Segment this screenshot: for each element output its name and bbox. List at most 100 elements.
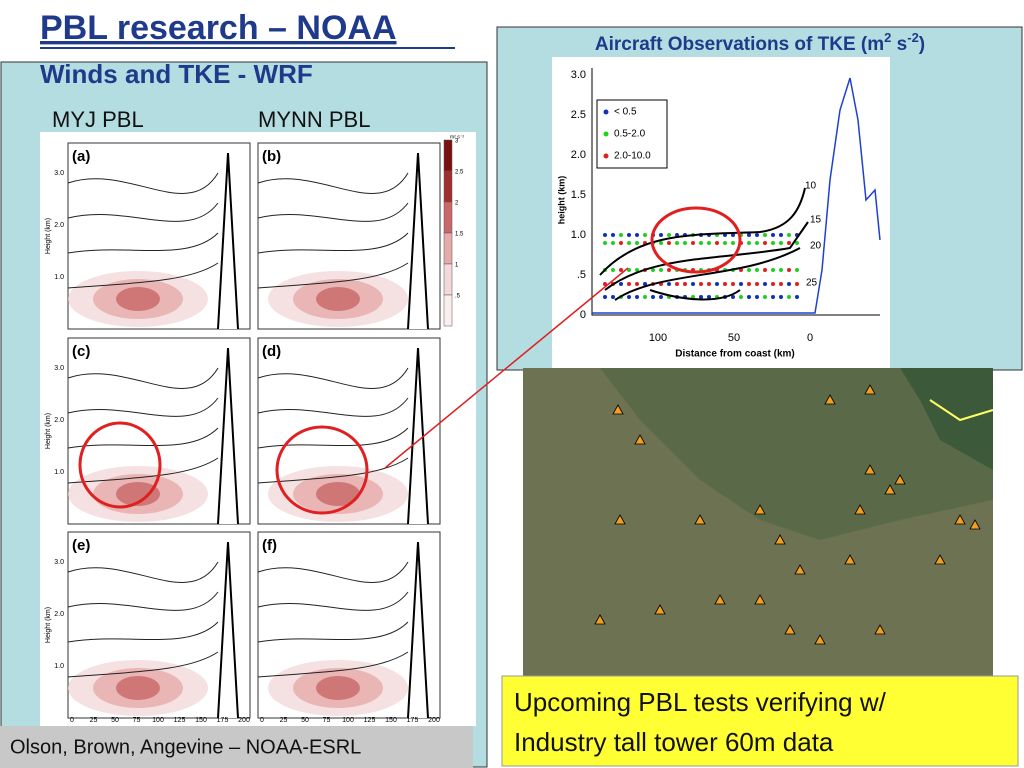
site-marker	[884, 484, 896, 495]
inset-title-text: s	[891, 34, 907, 55]
obs-dot	[675, 241, 679, 245]
tke-shading	[116, 482, 160, 506]
tke-shading	[316, 676, 360, 700]
obs-dot	[619, 233, 623, 237]
obs-dot	[651, 295, 655, 299]
panel-label: (d)	[262, 343, 281, 360]
credit: Olson, Brown, Angevine – NOAA-ESRL	[10, 736, 361, 758]
site-marker	[794, 564, 806, 575]
x-tick-label: 100	[342, 717, 354, 724]
obs-dot	[795, 268, 799, 272]
obs-dot	[739, 295, 743, 299]
contour-label: 25	[806, 278, 818, 289]
y-tick-label: 1.0	[571, 229, 586, 241]
obs-dot	[707, 241, 711, 245]
panel-label: (c)	[72, 343, 90, 360]
obs-dot	[635, 233, 639, 237]
contour	[67, 651, 219, 678]
site-marker	[784, 624, 796, 635]
site-marker	[864, 464, 876, 475]
y-tick-label: 3.0	[54, 559, 64, 566]
obs-dot	[747, 241, 751, 245]
contour	[604, 221, 809, 291]
obs-dot	[667, 282, 671, 286]
site-marker	[634, 434, 646, 445]
obs-dot	[659, 233, 663, 237]
site-marker	[594, 614, 606, 625]
obs-dot	[787, 233, 791, 237]
obs-dot	[683, 282, 687, 286]
colorbar-tick: 1	[455, 263, 459, 269]
obs-dot	[611, 295, 615, 299]
obs-dot	[707, 282, 711, 286]
map-markers	[594, 384, 981, 645]
obs-dot	[715, 241, 719, 245]
terrain-line	[592, 77, 881, 314]
contour	[257, 561, 409, 583]
y-tick-label: .5	[577, 269, 586, 281]
terrain	[217, 152, 239, 330]
map-terrain	[523, 368, 993, 678]
obs-dot	[603, 295, 607, 299]
x-tick-label: 0	[807, 332, 813, 344]
y-tick-label: 3.0	[571, 69, 586, 81]
map-terrain	[900, 368, 993, 470]
highlight-circle	[275, 425, 369, 515]
x-tick-label: 0	[70, 717, 74, 724]
site-marker	[814, 634, 826, 645]
obs-dot	[787, 241, 791, 245]
obs-dot	[731, 241, 735, 245]
contour	[67, 367, 219, 389]
legend-dot	[603, 109, 609, 115]
contour	[257, 202, 409, 222]
obs-dot	[795, 282, 799, 286]
obs-dot	[731, 282, 735, 286]
x-tick-label: 75	[133, 717, 141, 724]
obs-dot	[771, 295, 775, 299]
obs-dot	[619, 282, 623, 286]
tke-shading	[316, 287, 360, 311]
x-tick-label: 50	[111, 717, 119, 724]
axes	[591, 68, 880, 316]
x-tick-label: 200	[428, 717, 440, 724]
obs-dot	[747, 282, 751, 286]
title: PBL research – NOAA	[40, 9, 397, 47]
terrain	[407, 152, 429, 330]
obs-dot	[627, 268, 631, 272]
inset-plot: 3.0 2.5 2.0 1.5 1.0 .5 0 100 50 0 Distance from co…	[556, 68, 881, 360]
site-marker	[614, 514, 626, 525]
terrain	[407, 347, 429, 525]
site-marker	[874, 624, 886, 635]
contour-label: 20	[810, 241, 822, 252]
obs-dot	[771, 268, 775, 272]
obs-dot	[731, 295, 735, 299]
site-marker	[714, 594, 726, 605]
contour	[257, 427, 409, 449]
obs-dot	[619, 268, 623, 272]
colorbar-cell	[443, 232, 453, 265]
site-marker	[969, 519, 981, 530]
site-marker	[612, 404, 624, 415]
site-marker	[654, 604, 666, 615]
colorbar-cell	[443, 170, 453, 203]
x-tick-label: 150	[195, 717, 207, 724]
obs-dot	[755, 282, 759, 286]
obs-dot	[699, 241, 703, 245]
contour	[67, 172, 219, 194]
site-marker	[754, 594, 766, 605]
panel-label: (e)	[72, 537, 90, 554]
legend-box	[596, 99, 668, 169]
tke-shading	[316, 482, 360, 506]
obs-dot	[635, 295, 639, 299]
colorbar-cell	[443, 139, 453, 172]
y-tick-label: 3.0	[54, 365, 64, 372]
colorbar-tick: 1.5	[455, 232, 464, 238]
y-tick-label: 0	[580, 309, 586, 321]
obs-dot	[691, 241, 695, 245]
y-axis-label: Height (km)	[45, 413, 52, 449]
obs-dot	[763, 268, 767, 272]
panel-label: (b)	[262, 148, 281, 165]
model-label: MYNN PBL	[258, 107, 370, 132]
obs-dot	[627, 282, 631, 286]
